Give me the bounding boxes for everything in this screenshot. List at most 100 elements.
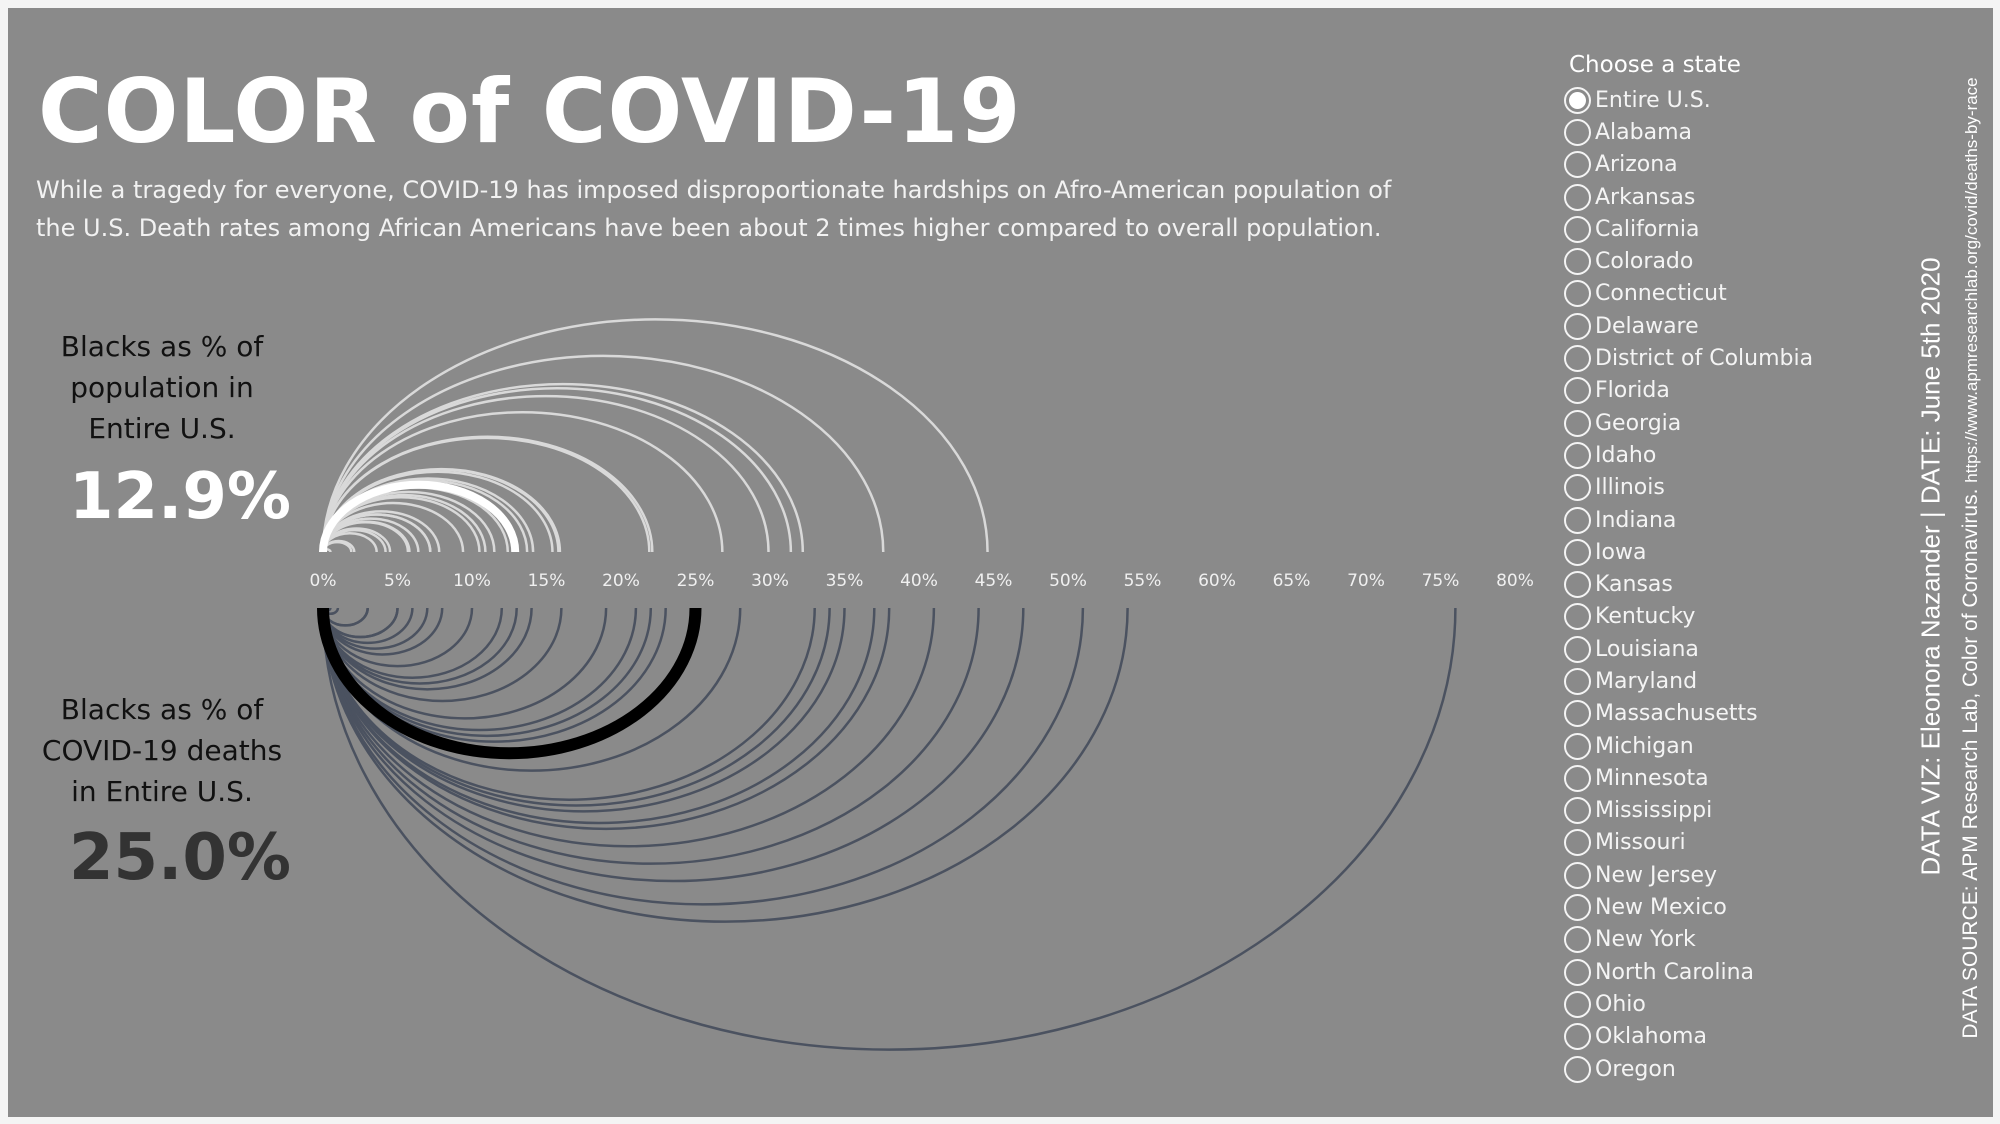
population-arc[interactable] bbox=[321, 410, 724, 553]
state-option[interactable]: New Jersey bbox=[1564, 859, 1864, 891]
radio-button[interactable] bbox=[1564, 183, 1591, 211]
radio-button[interactable] bbox=[1564, 894, 1591, 922]
state-option-label: Michigan bbox=[1595, 733, 1694, 759]
state-option-label: Missouri bbox=[1595, 830, 1686, 856]
radio-button[interactable] bbox=[1564, 829, 1591, 857]
state-option[interactable]: Indiana bbox=[1564, 504, 1864, 536]
state-option-label: North Carolina bbox=[1595, 959, 1755, 985]
radio-button[interactable] bbox=[1564, 635, 1591, 663]
state-option-label: Connecticut bbox=[1595, 281, 1727, 307]
state-option[interactable]: Maryland bbox=[1564, 665, 1864, 697]
radio-button[interactable] bbox=[1564, 409, 1591, 437]
radio-button[interactable] bbox=[1564, 571, 1591, 599]
state-option[interactable]: Georgia bbox=[1564, 407, 1864, 439]
state-option[interactable]: Arizona bbox=[1564, 149, 1864, 181]
state-option[interactable]: Arkansas bbox=[1564, 181, 1864, 213]
radio-button[interactable] bbox=[1564, 700, 1591, 728]
state-option-label: Minnesota bbox=[1595, 765, 1709, 791]
state-option[interactable]: Ohio bbox=[1564, 988, 1864, 1020]
state-option[interactable]: Connecticut bbox=[1564, 278, 1864, 310]
population-arc[interactable] bbox=[321, 354, 885, 553]
state-option[interactable]: Delaware bbox=[1564, 310, 1864, 342]
deaths-arc[interactable] bbox=[321, 607, 1085, 906]
state-option[interactable]: North Carolina bbox=[1564, 956, 1864, 988]
radio-button[interactable] bbox=[1564, 926, 1591, 954]
radio-button[interactable] bbox=[1564, 538, 1591, 566]
radio-button[interactable] bbox=[1564, 86, 1591, 114]
state-option[interactable]: Massachusetts bbox=[1564, 698, 1864, 730]
deaths-arc[interactable] bbox=[321, 607, 980, 865]
state-option[interactable]: Illinois bbox=[1564, 472, 1864, 504]
radio-button[interactable] bbox=[1564, 603, 1591, 631]
state-option[interactable]: Kansas bbox=[1564, 568, 1864, 600]
x-tick-label: 5% bbox=[384, 571, 411, 591]
state-option[interactable]: Colorado bbox=[1564, 245, 1864, 277]
state-option[interactable]: Florida bbox=[1564, 375, 1864, 407]
radio-button[interactable] bbox=[1564, 312, 1591, 340]
state-option[interactable]: California bbox=[1564, 213, 1864, 245]
radio-button[interactable] bbox=[1564, 958, 1591, 986]
population-arc[interactable] bbox=[321, 318, 989, 553]
deaths-label-1: Blacks as % of bbox=[60, 693, 264, 726]
x-tick-label: 15% bbox=[528, 571, 566, 591]
state-option[interactable]: New Mexico bbox=[1564, 891, 1864, 923]
state-option-label: Alabama bbox=[1595, 119, 1693, 145]
state-option-label: Louisiana bbox=[1595, 636, 1699, 662]
deaths-arc[interactable] bbox=[321, 607, 876, 825]
x-tick-label: 0% bbox=[310, 571, 337, 591]
deaths-arc[interactable] bbox=[321, 607, 1457, 1051]
state-option[interactable]: Louisiana bbox=[1564, 633, 1864, 665]
state-option[interactable]: Kentucky bbox=[1564, 601, 1864, 633]
x-tick-label: 75% bbox=[1422, 571, 1460, 591]
radio-button[interactable] bbox=[1564, 151, 1591, 179]
radio-button[interactable] bbox=[1564, 990, 1591, 1018]
state-option[interactable]: Iowa bbox=[1564, 536, 1864, 568]
state-option[interactable]: District of Columbia bbox=[1564, 342, 1864, 374]
deaths-arc-highlighted[interactable] bbox=[317, 607, 702, 760]
state-option[interactable]: Idaho bbox=[1564, 439, 1864, 471]
radio-button[interactable] bbox=[1564, 248, 1591, 276]
population-arc[interactable] bbox=[321, 382, 805, 553]
radio-button[interactable] bbox=[1564, 474, 1591, 502]
state-option[interactable]: Oregon bbox=[1564, 1053, 1864, 1085]
state-option-label: Arizona bbox=[1595, 152, 1678, 178]
deaths-arc[interactable] bbox=[321, 607, 936, 848]
radio-button[interactable] bbox=[1564, 118, 1591, 146]
state-option-label: Oklahoma bbox=[1595, 1024, 1707, 1050]
radio-button[interactable] bbox=[1564, 215, 1591, 243]
deaths-label-3: in Entire U.S. bbox=[71, 775, 253, 808]
radio-button[interactable] bbox=[1564, 1055, 1591, 1083]
radio-button[interactable] bbox=[1564, 764, 1591, 792]
x-tick-label: 25% bbox=[677, 571, 715, 591]
deaths-arc[interactable] bbox=[321, 607, 831, 807]
radio-button[interactable] bbox=[1564, 441, 1591, 469]
population-arc[interactable] bbox=[321, 435, 654, 553]
state-option-label: Iowa bbox=[1595, 539, 1647, 565]
x-tick-label: 10% bbox=[453, 571, 491, 591]
state-option[interactable]: Alabama bbox=[1564, 116, 1864, 148]
radio-button[interactable] bbox=[1564, 797, 1591, 825]
state-option[interactable]: Mississippi bbox=[1564, 795, 1864, 827]
state-option[interactable]: Entire U.S. bbox=[1564, 84, 1864, 116]
state-radio-list[interactable]: Entire U.S. Alabama Arizona Arkansas Califor… bbox=[1564, 84, 1864, 1085]
state-option[interactable]: Minnesota bbox=[1564, 762, 1864, 794]
state-option[interactable]: New York bbox=[1564, 924, 1864, 956]
radio-button[interactable] bbox=[1564, 506, 1591, 534]
radio-button[interactable] bbox=[1564, 861, 1591, 889]
radio-button[interactable] bbox=[1564, 667, 1591, 695]
source-url[interactable]: https://www.apmresearchlab.org/covid/dea… bbox=[1962, 77, 1981, 483]
state-option[interactable]: Michigan bbox=[1564, 730, 1864, 762]
radio-button[interactable] bbox=[1564, 345, 1591, 373]
radio-button[interactable] bbox=[1564, 377, 1591, 405]
radio-button[interactable] bbox=[1564, 1023, 1591, 1051]
radio-button[interactable] bbox=[1564, 280, 1591, 308]
state-picker-title: Choose a state bbox=[1569, 52, 1741, 78]
deaths-value: 25.0% bbox=[68, 821, 292, 895]
population-arc[interactable] bbox=[321, 394, 770, 553]
radio-button[interactable] bbox=[1564, 732, 1591, 760]
population-arc-highlighted[interactable] bbox=[319, 480, 520, 553]
state-option[interactable]: Oklahoma bbox=[1564, 1021, 1864, 1053]
deaths-arc[interactable] bbox=[321, 607, 1025, 883]
deaths-arc[interactable] bbox=[321, 607, 1129, 924]
state-option[interactable]: Missouri bbox=[1564, 827, 1864, 859]
